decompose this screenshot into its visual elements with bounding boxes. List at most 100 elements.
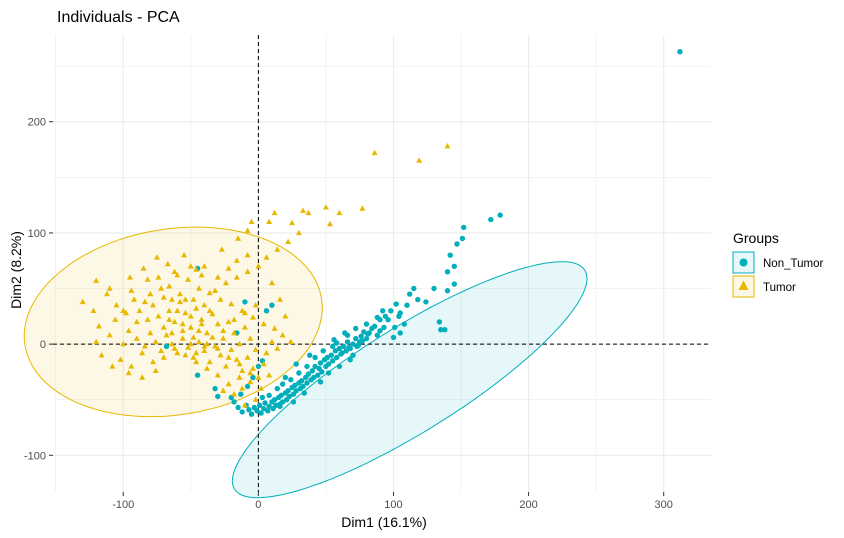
point-tumor xyxy=(252,346,259,352)
legend-key-tumor xyxy=(732,275,755,298)
point-tumor xyxy=(125,369,132,376)
point-tumor xyxy=(185,344,192,350)
point-non-tumor xyxy=(451,281,457,287)
point-tumor xyxy=(120,340,127,347)
point-tumor xyxy=(201,343,208,349)
point-tumor xyxy=(171,345,178,351)
point-non-tumor xyxy=(380,308,386,314)
point-non-tumor xyxy=(288,377,294,383)
point-tumor xyxy=(250,365,256,371)
point-tumor xyxy=(141,298,148,305)
point-tumor xyxy=(154,254,160,260)
point-tumor xyxy=(225,380,232,387)
point-tumor xyxy=(214,345,221,351)
point-tumor xyxy=(93,338,100,345)
point-non-tumor xyxy=(163,343,170,349)
point-non-tumor xyxy=(393,301,399,307)
point-non-tumor xyxy=(374,332,380,338)
point-non-tumor xyxy=(436,319,443,325)
point-tumor xyxy=(195,338,202,345)
point-tumor xyxy=(179,335,186,341)
point-non-tumor xyxy=(363,335,370,342)
point-tumor xyxy=(139,374,146,380)
point-non-tumor xyxy=(444,269,451,275)
point-non-tumor xyxy=(215,393,221,400)
point-tumor xyxy=(268,338,275,345)
point-tumor xyxy=(144,316,151,322)
legend: Groups Non_Tumor Tumor xyxy=(732,230,823,298)
point-tumor xyxy=(187,324,194,330)
point-tumor xyxy=(247,378,254,385)
point-tumor xyxy=(218,246,225,252)
point-tumor xyxy=(295,229,302,236)
point-tumor xyxy=(279,332,286,338)
point-non-tumor xyxy=(280,381,286,387)
point-tumor xyxy=(201,302,208,308)
legend-label-tumor: Tumor xyxy=(763,282,796,294)
point-tumor xyxy=(141,343,148,349)
point-tumor xyxy=(104,290,110,297)
point-tumor xyxy=(252,302,259,308)
point-tumor xyxy=(79,298,86,305)
point-non-tumor xyxy=(266,392,272,398)
point-non-tumor xyxy=(307,352,313,358)
point-tumor xyxy=(181,252,188,258)
point-tumor xyxy=(289,219,296,226)
point-tumor xyxy=(201,263,208,269)
ellipse-non-tumor xyxy=(231,261,588,499)
point-tumor xyxy=(185,276,192,282)
point-tumor xyxy=(177,290,183,297)
point-tumor xyxy=(127,274,133,280)
point-non-tumor xyxy=(350,352,356,358)
point-tumor xyxy=(160,294,167,300)
point-non-tumor xyxy=(377,328,383,334)
point-tumor xyxy=(274,246,281,252)
point-tumor xyxy=(128,287,135,293)
point-tumor xyxy=(95,323,102,329)
point-tumor xyxy=(266,372,273,378)
point-tumor xyxy=(285,238,292,244)
point-tumor xyxy=(113,302,120,308)
point-non-tumor xyxy=(277,403,283,410)
point-tumor xyxy=(241,324,248,330)
point-tumor xyxy=(160,324,167,330)
point-tumor xyxy=(150,302,156,308)
point-non-tumor xyxy=(396,313,402,319)
legend-item-non-tumor[interactable]: Non_Tumor xyxy=(732,251,823,274)
legend-item-tumor[interactable]: Tumor xyxy=(732,275,796,298)
point-tumor xyxy=(212,287,219,293)
point-non-tumor xyxy=(411,285,417,292)
y-tick-label: 0 xyxy=(40,339,46,351)
x-tick-label: 300 xyxy=(655,499,673,511)
point-tumor xyxy=(152,338,159,345)
grid-lines xyxy=(53,35,711,492)
point-tumor xyxy=(225,318,232,325)
point-tumor xyxy=(93,277,100,283)
point-non-tumor xyxy=(269,399,275,405)
point-tumor xyxy=(322,204,329,210)
point-non-tumor xyxy=(301,390,307,396)
point-non-tumor xyxy=(677,49,683,55)
point-non-tumor xyxy=(350,341,356,347)
point-non-tumor xyxy=(461,224,467,231)
point-non-tumor xyxy=(366,330,372,336)
point-tumor xyxy=(252,396,259,402)
point-tumor xyxy=(193,349,200,356)
point-non-tumor xyxy=(415,296,421,303)
point-tumor xyxy=(147,290,154,297)
point-non-tumor xyxy=(334,354,340,361)
legend-label-non-tumor: Non_Tumor xyxy=(763,258,823,270)
point-tumor xyxy=(206,358,213,365)
point-tumor xyxy=(228,300,235,307)
point-tumor xyxy=(244,252,251,258)
point-tumor xyxy=(225,354,232,360)
point-non-tumor xyxy=(371,323,378,329)
point-non-tumor xyxy=(269,302,275,308)
point-non-tumor xyxy=(290,399,297,405)
point-tumor xyxy=(217,352,224,358)
point-tumor xyxy=(305,209,312,216)
x-tick-label: 0 xyxy=(255,499,261,511)
point-non-tumor xyxy=(382,313,389,319)
point-tumor xyxy=(152,367,159,373)
